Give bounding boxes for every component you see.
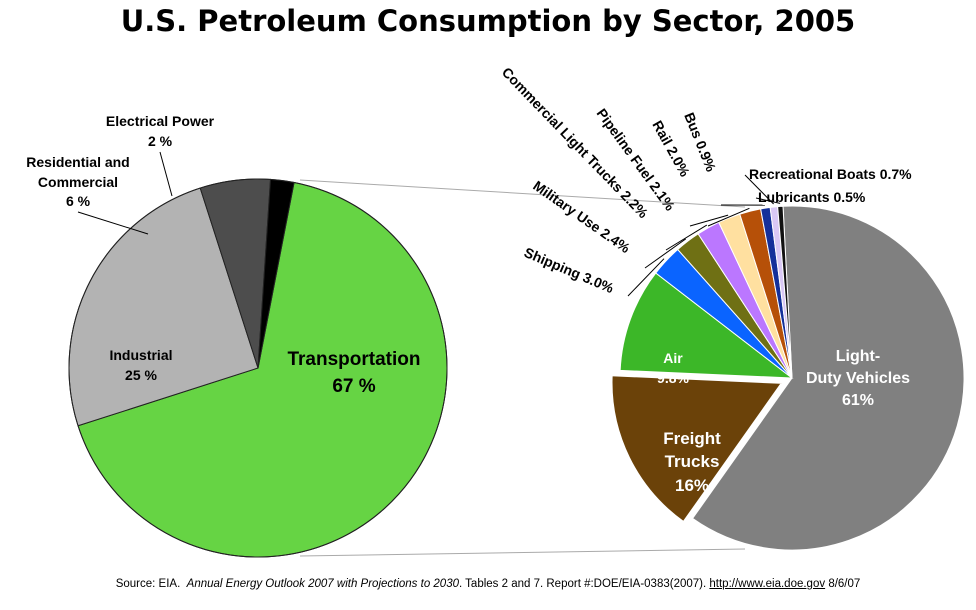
value-air: 9.8% xyxy=(657,370,689,386)
label-light-duty-line1: Light- xyxy=(836,348,880,365)
source-prefix: Source: EIA. xyxy=(116,578,181,590)
label-freight-line2: Trucks xyxy=(665,452,720,471)
chart-title: U.S. Petroleum Consumption by Sector, 20… xyxy=(0,4,976,38)
label-industrial: Industrial xyxy=(109,347,172,363)
label-shipping: Shipping 3.0% xyxy=(522,244,617,296)
label-air: Air xyxy=(663,350,683,366)
value-transportation: 67 % xyxy=(332,376,375,397)
label-residential-line1: Residential and xyxy=(26,154,129,170)
value-electrical-power: 2 % xyxy=(148,133,173,149)
label-residential-line2: Commercial xyxy=(38,174,118,190)
label-transportation: Transportation xyxy=(287,349,420,370)
value-freight: 16% xyxy=(675,476,709,495)
label-recreational-boats: Recreational Boats 0.7% xyxy=(749,166,912,182)
source-note: Source: EIA. Annual Energy Outlook 2007 … xyxy=(0,578,976,590)
value-light-duty: 61% xyxy=(842,392,874,409)
leader-electrical-power xyxy=(160,152,172,196)
connector-bottom xyxy=(300,549,745,556)
value-industrial: 25 % xyxy=(125,367,157,383)
source-report-title: Annual Energy Outlook 2007 with Projecti… xyxy=(187,578,459,590)
label-freight-line1: Freight xyxy=(663,429,721,448)
label-electrical-power: Electrical Power xyxy=(106,113,215,129)
value-residential: 6 % xyxy=(66,193,91,209)
label-light-duty-line2: Duty Vehicles xyxy=(806,370,910,387)
label-lubricants: Lubricants 0.5% xyxy=(758,189,866,205)
source-date: 8/6/07 xyxy=(828,578,860,590)
source-url[interactable]: http://www.eia.doe.gov xyxy=(709,578,825,590)
source-middle: . Tables 2 and 7. Report #:DOE/EIA-0383(… xyxy=(459,578,706,590)
